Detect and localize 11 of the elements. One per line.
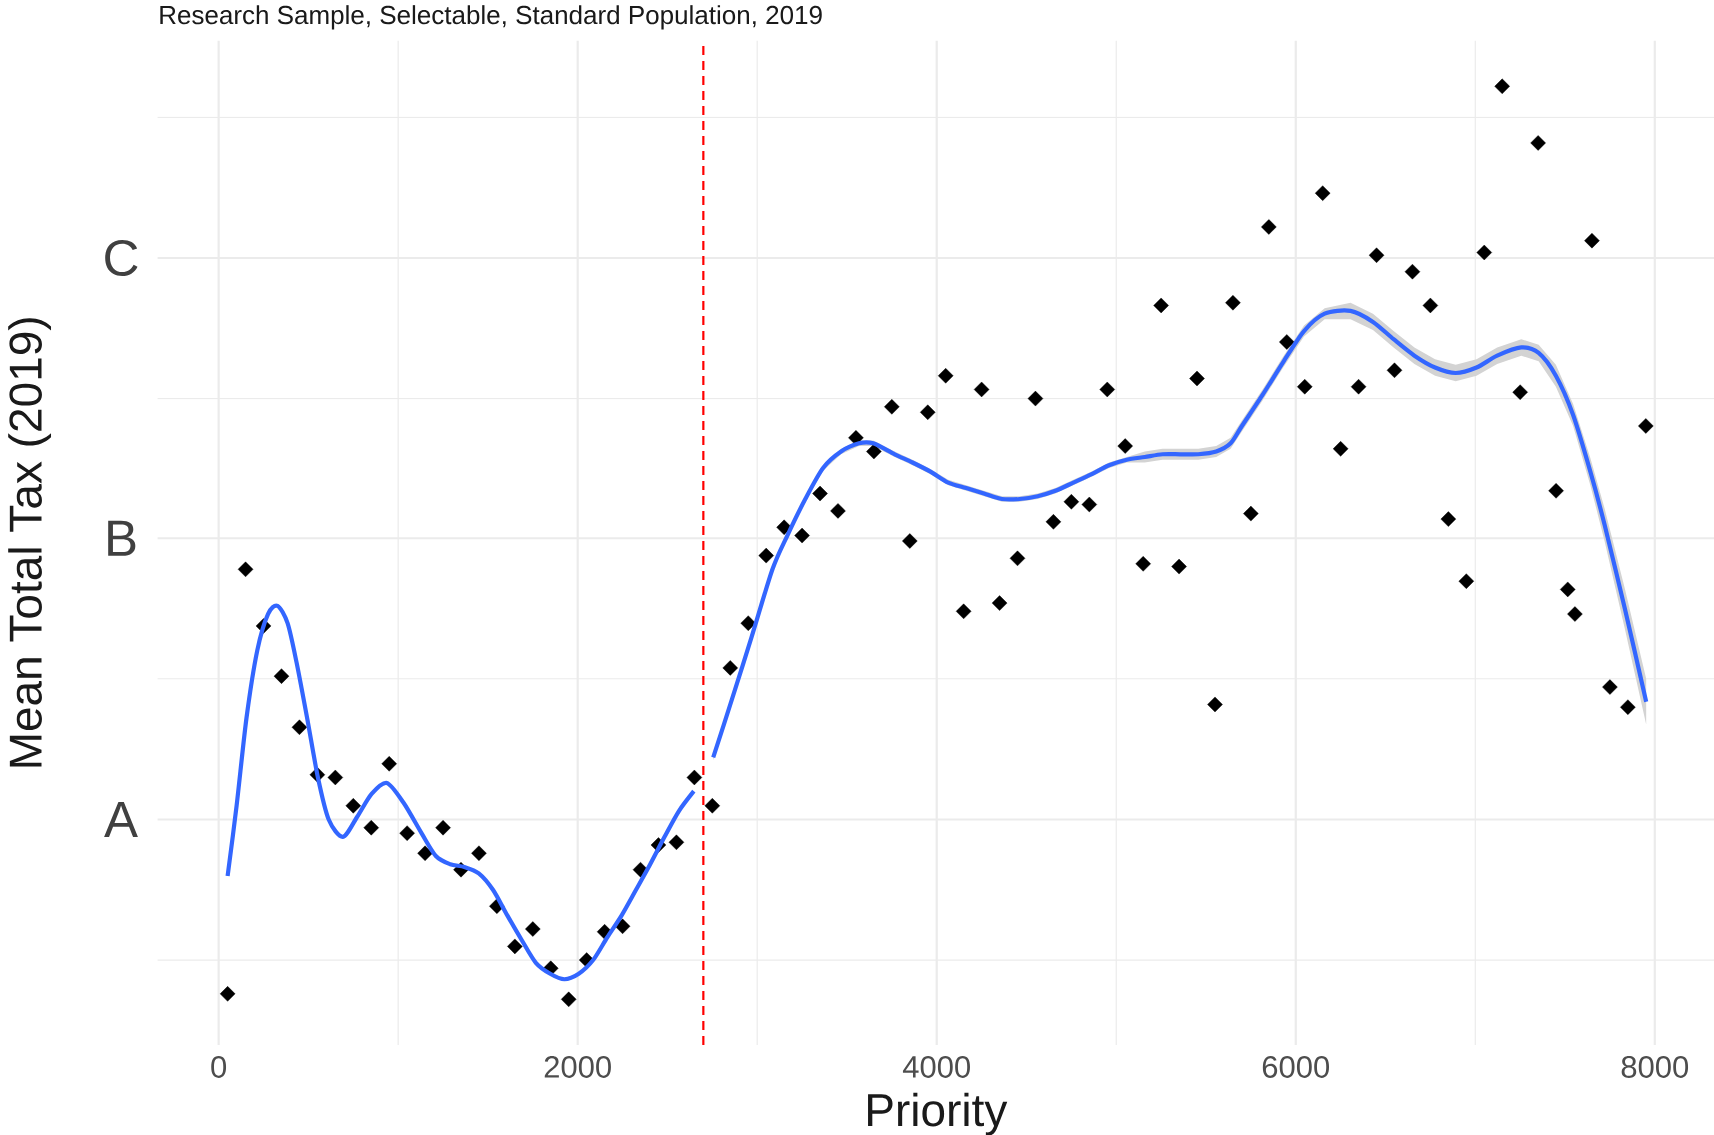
y-axis-title: Mean Total Tax (2019) [8,318,52,767]
chart-title: Research Sample, Selectable, Standard Population, 2019 [160,5,822,30]
x-tick-label: 0 [211,1055,227,1078]
x-tick-label: 2000 [544,1055,611,1078]
ref-line-label: C [105,239,138,277]
ref-line-label: B [108,520,136,556]
ref-line-label: A [104,801,138,838]
x-tick-label: 8000 [1621,1055,1689,1078]
x-tick-label: 4000 [902,1055,970,1078]
x-axis-title: Priority [868,1092,1008,1135]
x-tick-label: 6000 [1262,1055,1330,1078]
